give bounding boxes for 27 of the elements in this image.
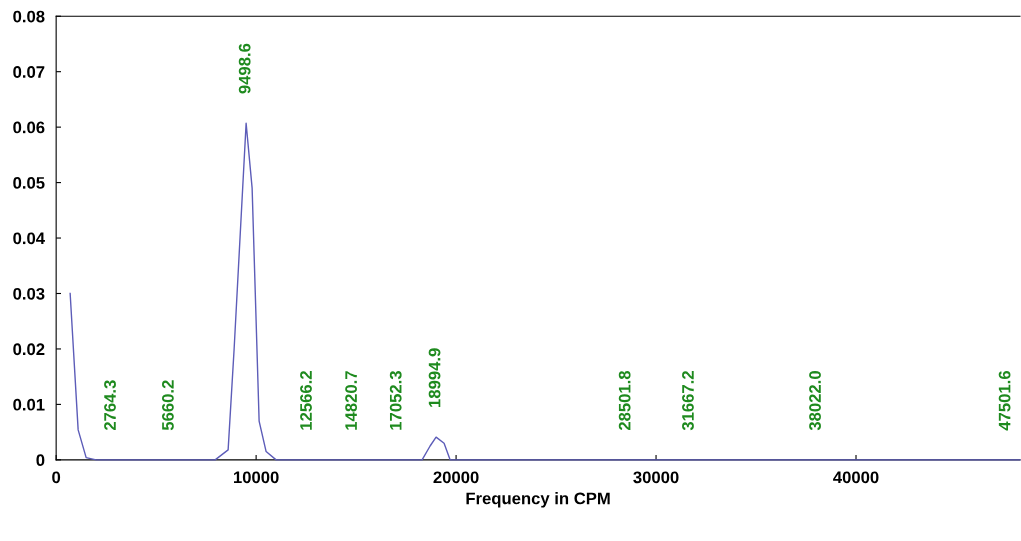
annotation: 18994.9 xyxy=(428,348,441,407)
y-tick-label: 0.05 xyxy=(13,176,45,189)
x-axis-title: Frequency in CPM xyxy=(466,492,610,508)
y-tick-label: 0 xyxy=(36,454,45,467)
annotation: 38022.0 xyxy=(809,371,821,431)
annotation: 12566.2 xyxy=(300,371,312,430)
annotation: 14820.7 xyxy=(345,371,357,430)
y-tick-label: 0.04 xyxy=(13,232,45,245)
y-tick-label: 0.02 xyxy=(13,343,45,356)
y-tick-label: 0.03 xyxy=(13,287,45,300)
annotation: 2764.3 xyxy=(104,380,116,431)
line-series xyxy=(69,122,1021,461)
x-tick-label: 10000 xyxy=(234,471,279,484)
y-tick-label: 0.06 xyxy=(13,121,45,134)
y-tick-label: 0.07 xyxy=(13,66,45,78)
x-tick-label: 40000 xyxy=(833,471,879,484)
annotation: 5660.2 xyxy=(162,380,174,431)
annotation: 17052.3 xyxy=(389,371,402,430)
x-tick-label: 30000 xyxy=(633,471,679,484)
x-tick-label: 20000 xyxy=(433,471,479,484)
y-tick-label: 0.01 xyxy=(13,398,45,411)
annotation: 31667.2 xyxy=(682,371,694,431)
x-tick-label: 0 xyxy=(52,471,61,484)
annotation: 47501.6 xyxy=(998,371,1011,431)
y-tick-label: 0.08 xyxy=(13,10,45,23)
annotation: 28501.8 xyxy=(618,370,631,431)
annotation: 9498.6 xyxy=(238,43,251,94)
